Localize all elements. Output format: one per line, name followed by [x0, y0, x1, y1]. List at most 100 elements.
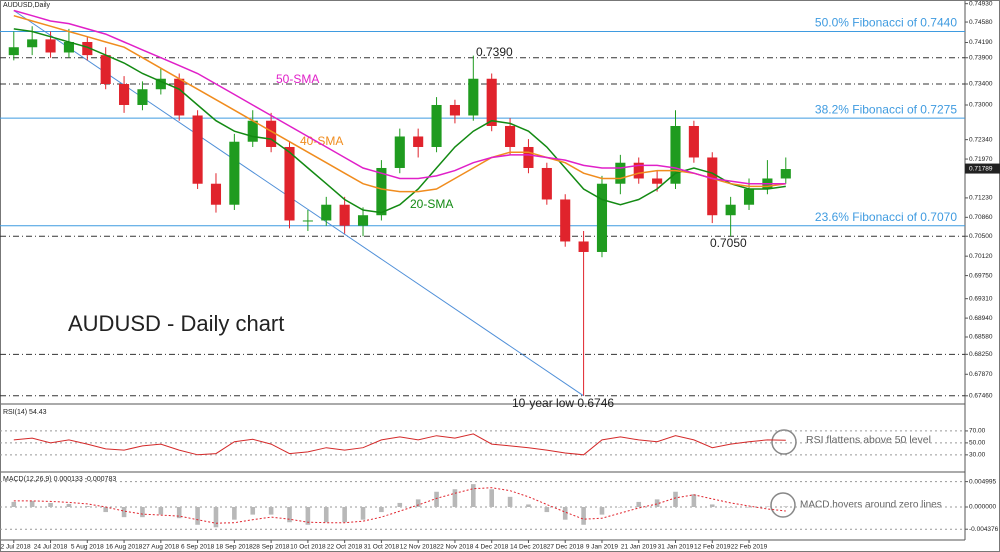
chart-subtitle: AUDUSD - Daily chart — [68, 311, 284, 336]
candle-body — [266, 120, 277, 147]
candle-body — [394, 136, 405, 168]
macd-bar — [379, 506, 384, 513]
candle-body — [100, 55, 111, 84]
macd-bar — [783, 506, 789, 507]
y-tick-label: 30.00 — [969, 452, 986, 459]
macd-bar — [526, 504, 531, 507]
last-price-box — [965, 163, 1000, 174]
x-tick-label: 27 Dec 2018 — [547, 544, 584, 551]
x-tick-label: 5 Aug 2018 — [71, 544, 104, 551]
candle-body — [137, 89, 148, 105]
highlight-circle — [770, 492, 796, 518]
macd-bar — [728, 506, 733, 508]
candle-body — [45, 39, 56, 53]
macd-bar — [29, 500, 35, 507]
x-tick-label: 9 Jan 2019 — [586, 544, 619, 551]
candle-body — [82, 41, 93, 56]
y-tick-label: 0.74190 — [969, 39, 993, 46]
macd-bar — [342, 506, 347, 523]
macd-bar — [415, 499, 421, 507]
x-tick-label: 12 Nov 2018 — [400, 544, 437, 551]
macd-bar — [287, 506, 292, 523]
x-tick-label: 12 Feb 2019 — [694, 544, 731, 551]
y-tick-label: 0.004995 — [969, 478, 996, 485]
macd-bar — [85, 505, 90, 507]
y-tick-label: 50.00 — [969, 440, 986, 447]
y-tick-label: 0.71970 — [969, 156, 993, 163]
chart-title: AUDUSD,Daily — [3, 2, 51, 9]
macd-bar — [48, 502, 53, 507]
candle-body — [633, 162, 644, 179]
macd-bar — [691, 494, 697, 507]
candle-body — [560, 199, 571, 242]
candle-body — [302, 220, 313, 222]
candle-body — [688, 125, 699, 158]
x-tick-label: 31 Jan 2019 — [658, 544, 694, 551]
series-label: 20-SMA — [410, 197, 453, 211]
candle-body — [27, 39, 38, 48]
x-tick-label: 18 Sep 2018 — [216, 544, 253, 551]
highlight-circle — [771, 429, 797, 455]
candle-body — [486, 78, 497, 126]
candle-body — [357, 215, 369, 226]
candle-body — [596, 183, 608, 252]
candle-body — [8, 47, 19, 56]
y-tick-label: 0.73000 — [969, 102, 993, 109]
y-tick-label: 0.74580 — [969, 19, 993, 26]
macd-bar — [121, 506, 127, 518]
annotation: 0.7050 — [710, 236, 747, 250]
candle-body — [229, 141, 240, 205]
macd-bar — [11, 501, 17, 507]
macd-bar — [323, 506, 329, 523]
macd-title: MACD(12,26,9) 0.000133 -0.000783 — [3, 476, 116, 483]
x-tick-label: 10 Oct 2018 — [290, 544, 326, 551]
macd-bar — [507, 496, 513, 507]
macd-bar — [232, 506, 237, 520]
y-tick-label: 0.73400 — [969, 81, 993, 88]
sma-line — [13, 28, 786, 214]
y-tick-label: 0.71230 — [969, 195, 993, 202]
macd-bar — [654, 499, 660, 507]
macd-bar — [305, 506, 311, 525]
y-tick-label: 0.74930 — [969, 0, 993, 7]
x-tick-label: 27 Aug 2018 — [143, 544, 180, 551]
macd-bar — [673, 491, 678, 507]
candle-body — [615, 162, 626, 184]
macd-bar — [268, 506, 274, 515]
macd-bar — [746, 506, 752, 508]
macd-bar — [562, 506, 568, 520]
candle-body — [523, 146, 534, 168]
macd-bar — [195, 506, 200, 525]
candle-body — [247, 120, 258, 142]
x-tick-label: 6 Sep 2018 — [181, 544, 215, 551]
candle-body — [449, 104, 460, 116]
y-tick-label: 0.70500 — [969, 233, 993, 240]
candle-body — [652, 178, 663, 184]
x-tick-label: 4 Dec 2018 — [475, 544, 509, 551]
macd-signal — [13, 487, 786, 524]
macd-bar — [140, 506, 145, 518]
y-tick-label: 0.72340 — [969, 136, 993, 143]
macd-bar — [581, 506, 586, 525]
macd-bar — [709, 504, 715, 507]
macd-bar — [250, 506, 256, 515]
candle-body — [119, 83, 130, 105]
candle-body — [376, 167, 387, 216]
candle-body — [743, 188, 755, 205]
x-tick-label: 22 Oct 2018 — [327, 544, 363, 551]
macd-bar — [636, 501, 642, 507]
candle-body — [321, 204, 332, 221]
annotation: 10-year low 0.6746 — [512, 396, 614, 410]
fib-label: 38.2% Fibonacci of 0.7275 — [815, 102, 957, 116]
x-tick-label: 21 Jan 2019 — [621, 544, 657, 551]
y-tick-label: 0.67460 — [969, 393, 993, 400]
x-tick-label: 24 Jul 2018 — [34, 544, 68, 551]
candle-body — [413, 136, 424, 147]
y-tick-label: 70.00 — [969, 428, 986, 435]
x-tick-label: 12 Jul 2018 — [0, 544, 31, 551]
y-tick-label: 0.68580 — [969, 334, 993, 341]
candle-body — [670, 125, 681, 184]
sma-line — [13, 14, 786, 193]
x-tick-label: 14 Dec 2018 — [510, 544, 547, 551]
